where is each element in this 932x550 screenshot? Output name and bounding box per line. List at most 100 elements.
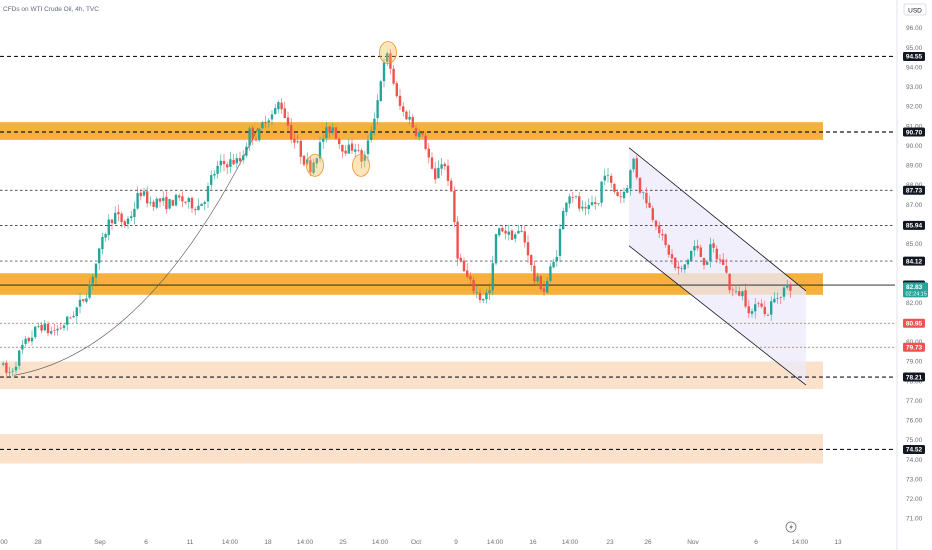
candle-body-109 (350, 143, 354, 151)
level-tag-text-6: 80.95 (906, 321, 923, 328)
candle-body-149 (478, 293, 482, 300)
y-tick-label: 91.00 (906, 123, 923, 130)
candle-body-65 (210, 175, 213, 185)
y-tick-label: 77.00 (906, 398, 923, 405)
candle-body-78 (251, 127, 254, 139)
candle-body-68 (219, 160, 222, 166)
candle-body-122 (392, 68, 395, 84)
candle-body-166 (533, 265, 536, 282)
y-tick-label: 75.00 (906, 437, 923, 444)
candle-body-100 (322, 138, 325, 142)
candle-body-115 (370, 131, 373, 141)
candle-body-209 (670, 254, 674, 259)
candle-body-50 (162, 197, 165, 201)
candle-body-226 (725, 265, 728, 273)
candle-body-219 (702, 257, 706, 266)
candle-body-0 (2, 363, 5, 365)
y-tick-label: 87.00 (906, 202, 923, 209)
candle-body-132 (424, 135, 427, 149)
candle-body-220 (706, 261, 709, 265)
candle-body-55 (178, 195, 181, 198)
time-axis[interactable]: 00 28 Sep 6 11 14:00 18 14:00 25 14:00 Oct 9 14:00 16… (0, 539, 842, 546)
candle-body-139 (446, 165, 450, 181)
candle-body-234 (750, 311, 754, 314)
y-tick-label: 90.00 (906, 143, 923, 150)
candle-body-156 (501, 227, 504, 232)
candle-body-244 (782, 287, 786, 297)
candle-body-235 (754, 304, 757, 312)
zone-2 (0, 361, 823, 390)
x-tick-label: 18 (264, 539, 272, 546)
candle-body-37 (120, 213, 123, 223)
price-axis[interactable] (897, 0, 932, 550)
candle-body-74 (238, 158, 242, 162)
candle-body-67 (216, 165, 219, 174)
candle-body-23 (75, 307, 78, 317)
candle-body-121 (389, 53, 392, 69)
candle-body-45 (146, 191, 149, 204)
candle-body-1 (5, 362, 8, 373)
candle-body-158 (507, 231, 510, 235)
candle-body-216 (693, 246, 696, 251)
channel-upper-line (628, 147, 807, 292)
candle-body-159 (510, 230, 514, 240)
candle-body-130 (418, 132, 421, 137)
candle-body-161 (517, 230, 520, 234)
candle-body-77 (248, 128, 251, 146)
x-tick-label: Nov (687, 539, 699, 546)
candle-body-79 (254, 139, 258, 141)
candle-body-87 (280, 102, 283, 110)
level-tag-bg-8 (903, 372, 925, 382)
candle-body-205 (658, 225, 661, 234)
candle-body-101 (325, 127, 328, 139)
candle-body-152 (488, 290, 491, 293)
candle-body-145 (466, 270, 469, 277)
candle-body-169 (542, 288, 546, 292)
y-tick-label: 80.00 (906, 339, 923, 346)
level-tag-bg-2 (903, 185, 925, 195)
candle-body-22 (72, 315, 75, 318)
candle-body-64 (206, 186, 210, 202)
candle-body-98 (315, 158, 318, 164)
lightning-icon[interactable] (785, 521, 797, 533)
candle-body-238 (763, 306, 766, 315)
candle-body-75 (242, 155, 245, 161)
candle-body-125 (402, 106, 405, 112)
pivot-marker-2 (379, 41, 397, 64)
candle-body-29 (94, 263, 98, 278)
candle-body-57 (184, 201, 187, 203)
y-tick-label: 71.00 (906, 516, 923, 523)
support-arc (13, 127, 259, 376)
currency-badge[interactable]: USD (903, 3, 927, 16)
x-tick-label: 14:00 (297, 539, 314, 546)
candle-body-69 (222, 160, 226, 165)
x-tick-label: 14:00 (792, 539, 809, 546)
candle-body-157 (504, 230, 507, 234)
candle-body-59 (190, 197, 194, 209)
candle-body-2 (8, 372, 11, 373)
candle-body-89 (286, 117, 290, 126)
level-tag-text-1: 90.70 (906, 129, 923, 136)
candle-body-172 (552, 261, 555, 268)
x-tick-label: 9 (454, 539, 458, 546)
candle-body-243 (779, 297, 782, 298)
candle-body-180 (578, 196, 581, 209)
candle-body-200 (642, 191, 645, 193)
pivot-marker-1 (352, 153, 370, 177)
candle-body-138 (443, 163, 446, 167)
candle-body-142 (456, 221, 459, 259)
candle-body-231 (741, 291, 744, 297)
level-tag-bg-6 (903, 318, 925, 328)
x-tick-label: 23 (606, 539, 614, 546)
candle-body-6 (21, 344, 24, 350)
candle-body-38 (123, 221, 126, 226)
candle-body-61 (197, 205, 200, 211)
candle-body-120 (386, 53, 389, 62)
candle-body-39 (126, 218, 130, 225)
candle-body-233 (747, 306, 750, 314)
candle-body-144 (462, 260, 466, 272)
candle-body-192 (616, 192, 619, 197)
candle-body-35 (114, 212, 117, 224)
candle-body-49 (158, 198, 162, 202)
